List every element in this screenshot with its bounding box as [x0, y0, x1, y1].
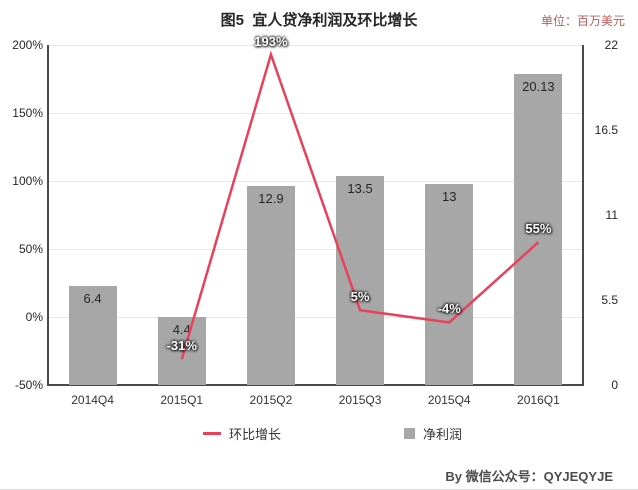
line-series-marker-icon — [203, 432, 221, 435]
line-point-label: 55% — [525, 221, 552, 237]
legend-item-profit: 净利润 — [404, 424, 462, 443]
gridline — [48, 316, 583, 318]
bar — [336, 176, 385, 385]
gridline — [48, 112, 583, 114]
bar-series-marker-icon — [404, 428, 415, 439]
gridline — [48, 44, 583, 46]
attribution: By 微信公众号：QYJEQYJE — [445, 469, 613, 484]
line-point-label: -4% — [437, 301, 461, 317]
chart-title: 图5 宜人贷净利润及环比增长 — [220, 12, 418, 29]
line-point-label: 193% — [254, 33, 288, 49]
legend-label-profit: 净利润 — [423, 427, 463, 442]
y-axis-left-tick-label: 200% — [12, 38, 43, 52]
y-axis-left-tick-label: 100% — [12, 174, 43, 188]
bar-value-label: 20.13 — [522, 78, 555, 94]
x-axis-category-label: 2015Q4 — [427, 393, 471, 407]
x-axis-category-label: 2015Q3 — [338, 393, 382, 407]
x-axis-category-label: 2016Q1 — [517, 393, 560, 407]
bar-value-label: 12.9 — [258, 190, 284, 206]
y-axis-right-tick-label: 5.5 — [601, 293, 618, 307]
line-point-label: 5% — [350, 289, 370, 305]
line-point-label: -31% — [166, 338, 197, 354]
x-axis-category-label: 2015Q1 — [160, 393, 204, 407]
x-axis-category-label: 2014Q4 — [71, 393, 114, 407]
bar — [514, 73, 563, 385]
growth-line — [180, 50, 540, 360]
y-axis-right — [582, 45, 584, 385]
y-axis-left-tick-label: 50% — [18, 242, 43, 256]
y-axis-left-tick-label: 0% — [25, 310, 43, 324]
bar-value-label: 13.5 — [347, 181, 373, 197]
bar-value-label: 4.4 — [172, 322, 191, 337]
legend-item-growth: 环比增长 — [203, 424, 281, 443]
legend-label-growth: 环比增长 — [229, 427, 282, 442]
gridline — [48, 248, 583, 250]
bar-value-label: 13 — [442, 189, 457, 205]
y-axis-right-tick-label: 16.5 — [594, 123, 618, 137]
y-axis-left-tick-label: -50% — [14, 378, 43, 392]
y-axis-left — [47, 45, 49, 385]
bar — [246, 185, 295, 385]
bar-value-label: 6.4 — [83, 291, 102, 307]
y-axis-right-tick-label: 11 — [605, 208, 618, 222]
bar — [157, 317, 206, 385]
y-axis-right-tick-label: 0 — [611, 378, 618, 392]
growth-polyline — [180, 50, 540, 360]
x-axis — [47, 384, 584, 386]
bar — [425, 184, 474, 385]
unit-label: 单位：百万美元 — [540, 14, 625, 28]
bar — [68, 286, 117, 385]
y-axis-right-tick-label: 22 — [604, 38, 618, 52]
x-axis-category-label: 2015Q2 — [249, 393, 293, 407]
y-axis-left-tick-label: 150% — [12, 106, 43, 120]
